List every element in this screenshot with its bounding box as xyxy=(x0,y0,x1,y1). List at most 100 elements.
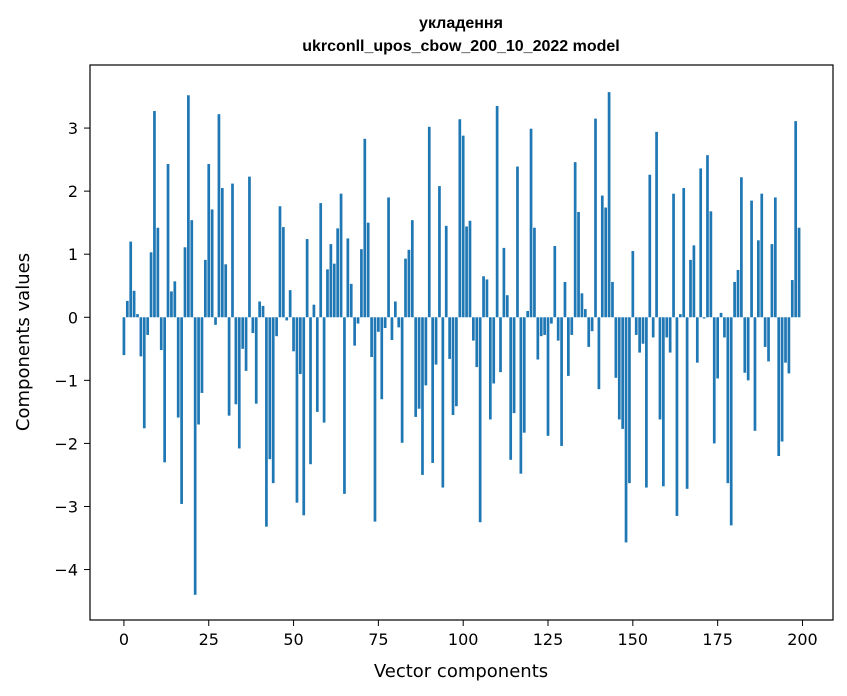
bar xyxy=(248,176,251,318)
bar xyxy=(234,317,238,405)
bar xyxy=(787,317,791,374)
bar xyxy=(173,281,177,318)
bar xyxy=(444,225,448,318)
bar xyxy=(407,249,411,318)
bar xyxy=(706,155,709,318)
bar xyxy=(682,187,686,318)
bar xyxy=(329,244,333,318)
y-tick-label: −4 xyxy=(54,561,78,580)
bar xyxy=(322,317,326,423)
bar xyxy=(784,317,787,363)
bar xyxy=(187,95,190,318)
bar xyxy=(594,118,597,318)
bar xyxy=(136,314,139,318)
bar xyxy=(753,317,757,431)
bar xyxy=(241,317,245,349)
bar xyxy=(702,317,706,319)
bar xyxy=(203,259,207,318)
bar xyxy=(695,317,699,363)
bar xyxy=(743,317,747,373)
x-tick-label: 150 xyxy=(618,630,649,649)
bar xyxy=(617,317,621,420)
bar xyxy=(125,300,129,318)
bar xyxy=(512,317,516,414)
bar xyxy=(468,220,472,318)
bar xyxy=(254,317,258,404)
bar xyxy=(451,317,455,416)
bar xyxy=(431,317,435,463)
bar xyxy=(553,246,557,318)
bar xyxy=(767,317,770,362)
bar xyxy=(478,317,482,523)
x-tick-label: 200 xyxy=(787,630,818,649)
bar xyxy=(370,317,373,357)
bar xyxy=(580,293,584,318)
chart-title: укладення xyxy=(419,15,503,32)
y-tick-label: −3 xyxy=(54,497,78,516)
bar xyxy=(298,317,302,375)
bar xyxy=(750,200,753,318)
bar xyxy=(645,317,648,488)
bar xyxy=(634,317,638,335)
bar xyxy=(611,281,614,318)
bar xyxy=(265,317,268,527)
bar xyxy=(797,227,801,318)
y-tick-label: 0 xyxy=(68,308,78,327)
bar xyxy=(678,314,682,318)
bar xyxy=(665,317,669,338)
bar xyxy=(122,317,126,356)
bar xyxy=(794,121,798,318)
bar xyxy=(170,291,173,318)
bar xyxy=(773,197,777,318)
bar xyxy=(332,263,336,318)
bar xyxy=(393,301,397,318)
bar xyxy=(434,317,438,365)
bar xyxy=(624,317,628,543)
bar xyxy=(163,317,166,463)
bar xyxy=(692,245,696,318)
bar xyxy=(475,317,479,368)
x-tick-label: 125 xyxy=(533,630,564,649)
bar xyxy=(465,226,468,318)
bar xyxy=(533,227,536,318)
bar xyxy=(492,317,496,384)
bar xyxy=(536,317,540,360)
bar xyxy=(590,317,594,332)
bar xyxy=(217,114,221,318)
bar xyxy=(526,310,530,318)
bar xyxy=(448,317,451,359)
bar xyxy=(339,193,343,318)
bar xyxy=(455,317,458,407)
bar xyxy=(363,138,367,318)
bar xyxy=(587,317,591,347)
bar xyxy=(777,317,781,457)
bar xyxy=(461,135,465,318)
bar xyxy=(668,317,672,353)
bar xyxy=(200,317,204,393)
y-tick-label: 2 xyxy=(68,182,78,201)
bar xyxy=(258,301,261,318)
bar xyxy=(268,317,272,460)
bar xyxy=(156,227,160,318)
bar xyxy=(366,222,370,318)
bar xyxy=(790,280,794,318)
bar xyxy=(729,317,733,526)
bar xyxy=(631,251,635,318)
bar xyxy=(529,128,533,318)
y-tick-label: −2 xyxy=(54,434,78,453)
bar xyxy=(390,317,394,340)
bar xyxy=(326,269,329,318)
bar xyxy=(709,211,713,318)
y-axis-label: Components values xyxy=(13,253,34,431)
bar xyxy=(410,220,414,318)
bar xyxy=(197,317,200,425)
bar xyxy=(356,317,360,324)
bar xyxy=(689,259,692,318)
bar xyxy=(550,317,553,324)
bar xyxy=(343,317,346,494)
bar xyxy=(746,317,750,381)
bar xyxy=(309,317,312,465)
bar xyxy=(373,317,377,522)
bar xyxy=(516,166,519,318)
